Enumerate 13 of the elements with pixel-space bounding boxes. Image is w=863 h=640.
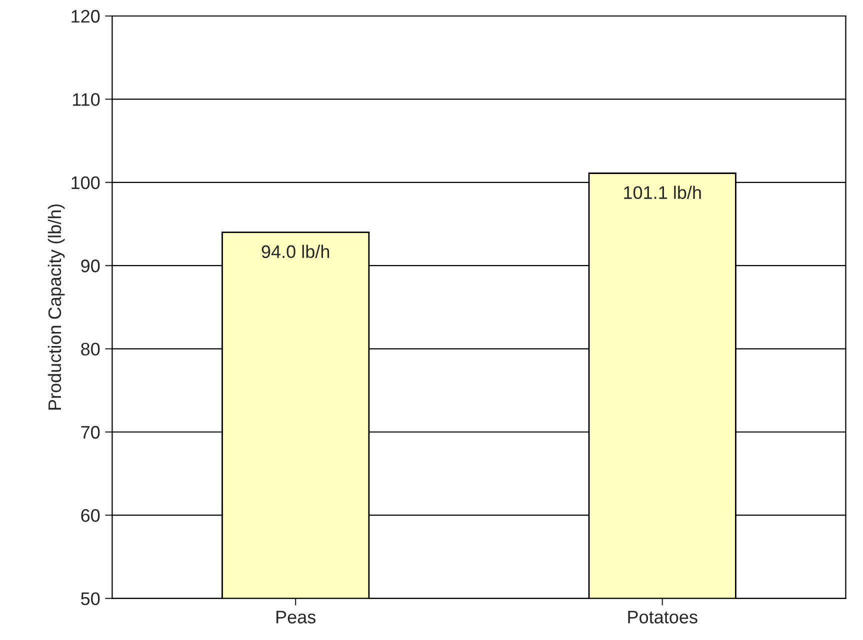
y-tick-label: 110 [72, 93, 100, 106]
y-tick-label: 50 [81, 592, 100, 606]
data-label: 101.1 lb/h [624, 186, 701, 199]
y-tick-label: 70 [81, 426, 100, 439]
x-tick-label: Potatoes [628, 610, 698, 624]
y-tick-label: 120 [72, 10, 100, 23]
y-tick-label: 60 [81, 509, 100, 522]
y-tick-label: 90 [81, 260, 100, 272]
y-tick-label: 100 [72, 176, 100, 190]
y-tick-label: 80 [81, 342, 100, 356]
data-label: 94.0 lb/h [262, 244, 330, 258]
x-tick-label: Peas [276, 610, 316, 624]
y-axis-title: Production Capacity (lb/h) [48, 204, 65, 410]
